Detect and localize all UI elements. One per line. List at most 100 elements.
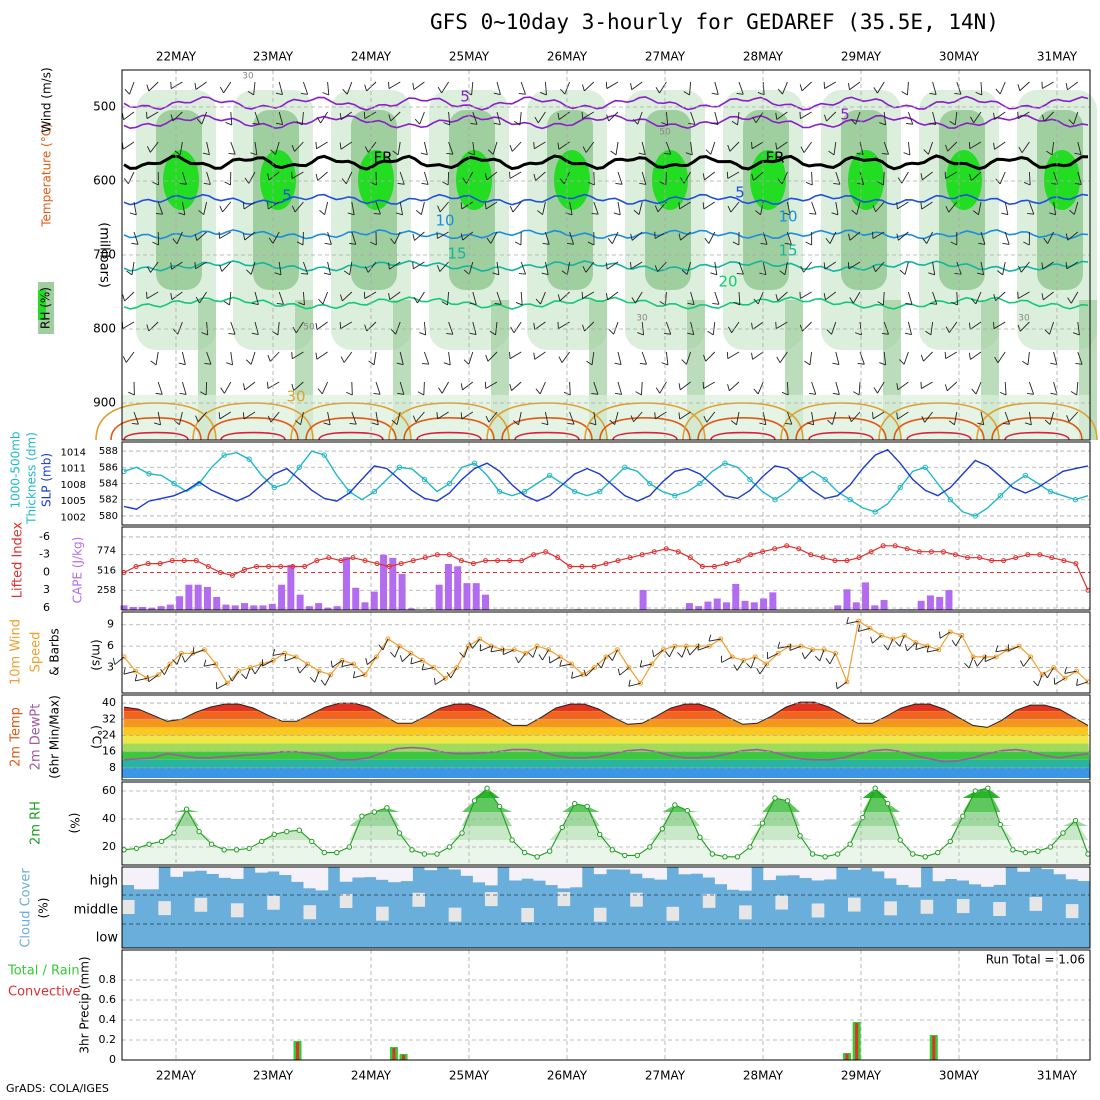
barb-flag bbox=[296, 666, 301, 674]
wind-barb bbox=[930, 291, 938, 305]
barb-staff bbox=[301, 111, 304, 125]
barb-staff bbox=[836, 681, 848, 690]
contour-label: 10 bbox=[778, 208, 797, 226]
lifted-index-marker bbox=[663, 546, 669, 552]
barb-flag bbox=[687, 302, 695, 305]
wind-barb bbox=[872, 411, 885, 420]
barb-staff bbox=[762, 261, 767, 275]
contour-label: 15 bbox=[447, 245, 466, 263]
barb-staff bbox=[413, 81, 425, 90]
wind-barb bbox=[245, 351, 256, 365]
wind-speed-marker bbox=[660, 647, 666, 653]
barb-flag bbox=[1022, 360, 1029, 366]
wind-barb bbox=[446, 141, 454, 155]
temp-tick-label: 32 bbox=[102, 712, 116, 725]
barb-flag bbox=[664, 332, 671, 335]
barb-staff bbox=[519, 111, 522, 125]
lifted-index-marker bbox=[290, 564, 296, 570]
barb-staff bbox=[566, 261, 571, 275]
cloud-high-gap bbox=[848, 867, 861, 870]
barb-staff bbox=[835, 381, 840, 395]
wind-tick-label: 6 bbox=[107, 639, 114, 652]
wind-barb bbox=[437, 81, 449, 94]
wind-barb bbox=[390, 321, 401, 335]
barb-flag bbox=[678, 412, 681, 420]
cloud-high-gap bbox=[533, 867, 546, 881]
barb-flag bbox=[413, 297, 418, 304]
barb-staff bbox=[272, 652, 285, 656]
barb-staff bbox=[179, 141, 183, 155]
barb-flag bbox=[155, 392, 163, 395]
wind-barb bbox=[702, 171, 716, 181]
rh2m-marker bbox=[634, 852, 640, 859]
wind-barb bbox=[655, 381, 667, 394]
wind-barb-10m bbox=[272, 648, 285, 656]
temp-band bbox=[122, 727, 1090, 736]
lifted-index-marker bbox=[205, 564, 211, 570]
rh2m-tick-label: 40 bbox=[102, 812, 116, 825]
wind-barb bbox=[291, 141, 304, 152]
barb-flag bbox=[557, 142, 560, 150]
barb-flag bbox=[339, 321, 342, 329]
barb-flag bbox=[442, 181, 449, 186]
barb-staff bbox=[926, 231, 934, 244]
barb-flag bbox=[228, 332, 236, 335]
lifted-index-marker bbox=[844, 558, 850, 564]
barb-staff bbox=[353, 674, 366, 679]
barb-staff bbox=[593, 171, 595, 186]
barb-staff bbox=[206, 351, 212, 365]
barb-flag bbox=[484, 173, 488, 181]
wind-barb bbox=[515, 291, 523, 306]
wind-barb bbox=[630, 261, 643, 270]
wind-barb bbox=[179, 381, 187, 395]
barb-flag bbox=[365, 657, 368, 665]
barb-flag bbox=[703, 354, 707, 362]
wind-barb-10m bbox=[261, 659, 274, 667]
lifted-index-marker bbox=[446, 552, 452, 558]
barb-flag bbox=[678, 383, 681, 390]
barb-staff bbox=[171, 291, 183, 300]
cloud-high-gap bbox=[678, 867, 692, 875]
wind-barb bbox=[373, 201, 381, 215]
rh-legend-swatch bbox=[38, 290, 46, 320]
barb-staff bbox=[1004, 381, 1007, 395]
lifted-index-marker bbox=[217, 569, 223, 575]
barb-staff bbox=[462, 231, 474, 241]
barb-staff bbox=[534, 321, 546, 330]
cape-bar bbox=[389, 557, 397, 610]
barb-flag bbox=[848, 233, 851, 241]
wind-barb bbox=[412, 261, 425, 270]
wind-speed-marker bbox=[224, 680, 230, 686]
barb-flag bbox=[1074, 182, 1082, 185]
barb-staff bbox=[317, 171, 328, 181]
barb-staff bbox=[316, 141, 328, 150]
barb-staff bbox=[410, 659, 423, 665]
wind-barb-10m bbox=[341, 660, 354, 668]
wind-barb bbox=[1018, 261, 1030, 273]
barb-flag bbox=[1017, 111, 1019, 119]
rh-high-region bbox=[946, 150, 982, 210]
rh2m-marker bbox=[897, 837, 903, 843]
barb-flag bbox=[984, 654, 987, 662]
wind-barb bbox=[703, 351, 716, 362]
barb-flag bbox=[1017, 291, 1019, 299]
barb-staff bbox=[611, 231, 619, 244]
barb-flag bbox=[756, 667, 761, 675]
wind-barb bbox=[877, 291, 885, 306]
barb-flag bbox=[944, 171, 947, 179]
lifted-index-marker bbox=[398, 561, 404, 567]
precip-convective-bar bbox=[296, 1042, 300, 1060]
barb-staff bbox=[811, 411, 815, 425]
rh2m-marker bbox=[459, 830, 465, 836]
wind-barb bbox=[153, 411, 162, 426]
wind-barb bbox=[978, 231, 986, 245]
wind-barb bbox=[460, 201, 474, 210]
cloud-high-gap bbox=[170, 867, 183, 877]
rh2m-marker bbox=[709, 851, 716, 857]
barb-flag bbox=[347, 212, 355, 216]
wind-barb bbox=[969, 171, 982, 182]
temp-contour-10 bbox=[123, 229, 1089, 240]
wind-barb bbox=[460, 411, 474, 420]
barb-staff bbox=[1042, 261, 1054, 270]
